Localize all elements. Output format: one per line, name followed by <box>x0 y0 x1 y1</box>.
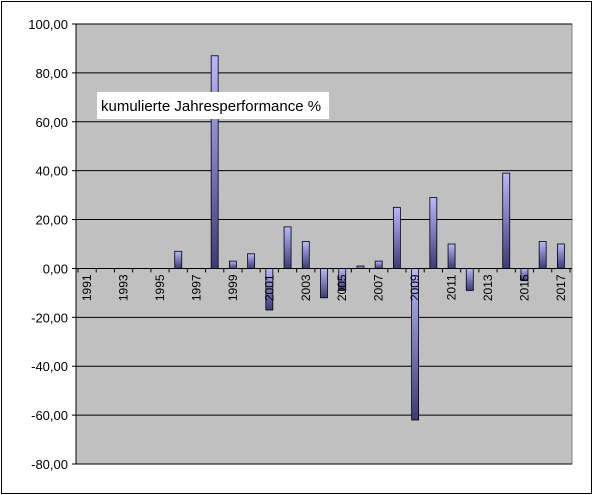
x-tick-label: 2001 <box>262 274 276 301</box>
y-axis-ticks: 100,00 80,00 60,00 40,00 20,00 0,00 -20,00 -40,… <box>28 17 77 472</box>
bar-1998 <box>210 55 219 269</box>
bar-2012 <box>465 268 474 291</box>
bar-2017 <box>556 243 565 269</box>
bar-2004 <box>320 268 328 299</box>
y-tick-label: -60,00 <box>31 408 68 423</box>
y-tick-label: 20,00 <box>35 213 68 228</box>
x-tick-label: 2015 <box>517 274 531 301</box>
y-tick-label: 60,00 <box>35 115 68 130</box>
bar-1999 <box>228 260 237 269</box>
x-tick-label: 2009 <box>408 274 422 301</box>
bar-1996 <box>174 250 183 269</box>
annotation: kumulierte Jahresperformance % <box>97 92 329 119</box>
y-tick-label: 100,00 <box>28 17 68 32</box>
x-tick-label: 2003 <box>299 274 313 301</box>
bars <box>174 55 565 421</box>
x-tick-label: 1997 <box>189 274 203 301</box>
x-tick-label: 1999 <box>226 274 240 301</box>
plot-area <box>75 23 573 465</box>
x-tick-label: 2005 <box>335 274 349 301</box>
y-tick-label: -80,00 <box>31 457 68 472</box>
x-tick-label: 2011 <box>445 274 459 300</box>
annotation-text: kumulierte Jahresperformance % <box>101 98 321 115</box>
x-tick-label: 1995 <box>153 274 167 301</box>
bar-2016 <box>538 241 547 269</box>
y-tick-label: -40,00 <box>31 359 68 374</box>
bar-2002 <box>283 226 292 269</box>
y-tick-label: -20,00 <box>31 310 68 325</box>
x-tick-label: 2017 <box>554 274 568 301</box>
bar-2008 <box>392 206 401 269</box>
y-tick-label: 0,00 <box>43 261 68 276</box>
x-tick-label: 2007 <box>372 274 386 301</box>
bar-2000 <box>247 253 256 269</box>
bar-2014 <box>502 172 511 269</box>
x-tick-label: 1991 <box>80 274 94 301</box>
x-tick-label: 1993 <box>117 274 131 301</box>
x-axis-ticks: 1991 1993 1995 1997 1999 2001 2003 2005 2007 2009… <box>76 267 572 301</box>
y-tick-label: 80,00 <box>35 66 68 81</box>
bar-2010 <box>429 197 438 269</box>
bar-2003 <box>301 241 310 269</box>
bar-2007 <box>374 260 383 269</box>
annotation-box <box>97 92 329 119</box>
bar-2011 <box>447 243 456 269</box>
y-tick-label: 40,00 <box>35 164 68 179</box>
x-tick-label: 2013 <box>481 274 495 301</box>
